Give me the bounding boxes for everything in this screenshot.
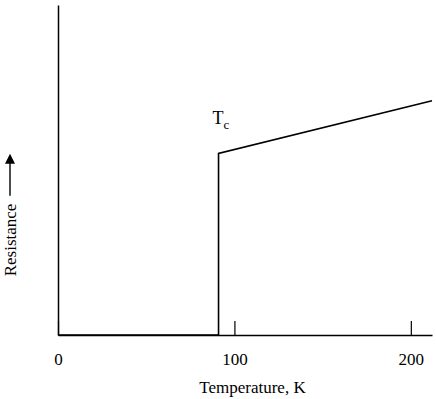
y-arrow-head [5,154,15,164]
x-tick-mark [234,321,235,335]
x-tick-mark [411,321,412,335]
x-axis-title: Temperature, K [199,378,306,397]
y-axis-line [58,6,60,336]
y-axis [58,6,59,336]
y-axis-title: Resistance [1,204,20,277]
x-tick-label: 0 [54,350,63,369]
x-tick: 200 [399,321,425,369]
resistance-line [58,101,432,335]
y-arrow-shaft [9,162,10,196]
plot: 0 100 200 Tc [54,6,432,370]
chart: 0 100 200 Tc Temperature, K Resistance [0,0,436,399]
x-tick: 100 [222,321,248,369]
marks [58,101,432,335]
annotation: Tc [213,108,230,132]
x-tick-label: 200 [399,350,425,369]
x-tick-label: 100 [222,350,248,369]
x-axis: 0 100 200 [54,321,432,369]
